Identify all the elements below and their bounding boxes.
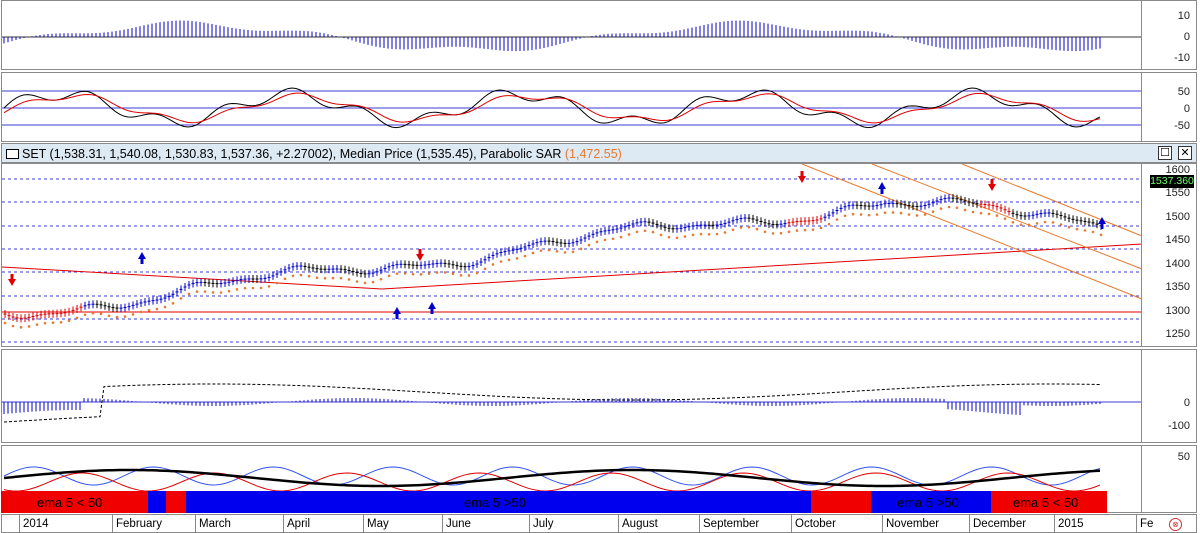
- month-september: September: [703, 518, 760, 530]
- main-chart-titlebar: SET (1,538.31, 1,540.08, 1,530.83, 1,537…: [1, 143, 1197, 163]
- price-pane: 1600 1550 1500 1450 1400 1350 1300 1250 …: [1, 163, 1197, 347]
- month-july: July: [533, 518, 554, 530]
- last-price-tag: 1537.360: [1150, 175, 1194, 188]
- month-2014: 2014: [23, 518, 49, 530]
- ema-seg-4: ema 5 >50: [186, 491, 811, 513]
- price-tick-1450: 1450: [1165, 234, 1190, 246]
- price-tick-1400: 1400: [1165, 258, 1190, 270]
- adx-tick-50: 50: [1177, 451, 1190, 463]
- options-icon[interactable]: ⊗: [1169, 518, 1182, 531]
- price-tick-1350: 1350: [1165, 281, 1190, 293]
- osc-tick-minus50: -50: [1174, 120, 1190, 132]
- top-histogram-pane: 10 0 -10: [1, 0, 1197, 70]
- price-tick-1500: 1500: [1165, 211, 1190, 223]
- top-histogram-axis: 10 0 -10: [1141, 1, 1196, 69]
- sar-value: (1,472.55): [564, 147, 622, 161]
- month-april: April: [287, 518, 311, 530]
- osc-tick-0: 0: [1183, 103, 1190, 115]
- chart-select-box[interactable]: [6, 149, 19, 159]
- price-tick-1600: 1600: [1165, 164, 1190, 176]
- month-november: November: [886, 518, 940, 530]
- oscillator-axis: 50 0 -50: [1141, 73, 1196, 141]
- ema-seg-7: ema 5 < 50: [991, 491, 1107, 513]
- price-plot: [2, 164, 1144, 343]
- oscillator-plot: [2, 87, 1144, 129]
- restore-icon[interactable]: ☐: [1158, 146, 1172, 160]
- month-october: October: [795, 518, 836, 530]
- hist-tick-0: 0: [1183, 31, 1190, 43]
- month-june: June: [446, 518, 471, 530]
- price-axis: 1600 1550 1500 1450 1400 1350 1300 1250 …: [1141, 164, 1196, 346]
- price-tick-1250: 1250: [1165, 328, 1190, 340]
- month-march: March: [199, 518, 231, 530]
- oscillator-pane: 50 0 -50: [1, 72, 1197, 142]
- adx-axis: 50: [1141, 446, 1196, 512]
- hist-tick-minus10: -10: [1174, 52, 1190, 64]
- month-february: February: [116, 518, 163, 530]
- ema-state-bar: ema 5 < 50 ema 5 >50 ema 5 >50 ema 5 < 5…: [1, 491, 1107, 513]
- ema-seg-2: [148, 491, 166, 513]
- osc-tick-50: 50: [1177, 86, 1190, 98]
- macd-pane: 0 -100: [1, 349, 1197, 443]
- main-chart-title: SET (1,538.31, 1,540.08, 1,530.83, 1,537…: [22, 147, 622, 161]
- month-2015: 2015: [1058, 518, 1084, 530]
- macd-axis: 0 -100: [1141, 350, 1196, 442]
- macd-tick-0: 0: [1183, 397, 1190, 409]
- price-tick-1300: 1300: [1165, 305, 1190, 317]
- month-may: May: [367, 518, 389, 530]
- ema-seg-1: ema 5 < 50: [1, 491, 148, 513]
- adx-plot: [3, 466, 1101, 492]
- close-icon[interactable]: ✕: [1178, 146, 1192, 160]
- month-august: August: [622, 518, 658, 530]
- price-tick-1550: 1550: [1165, 187, 1190, 199]
- date-axis: 2014 February March April May June July …: [1, 514, 1197, 533]
- macd-plot: [2, 383, 1144, 423]
- hist-tick-10: 10: [1177, 10, 1190, 22]
- ema-seg-6: ema 5 >50: [871, 491, 991, 513]
- top-histogram-plot: [2, 20, 1144, 52]
- macd-tick-minus100: -100: [1167, 420, 1190, 432]
- month-december: December: [973, 518, 1027, 530]
- ema-seg-5: [811, 491, 871, 513]
- ema-seg-3: [166, 491, 186, 513]
- month-fe: Fe: [1140, 518, 1154, 530]
